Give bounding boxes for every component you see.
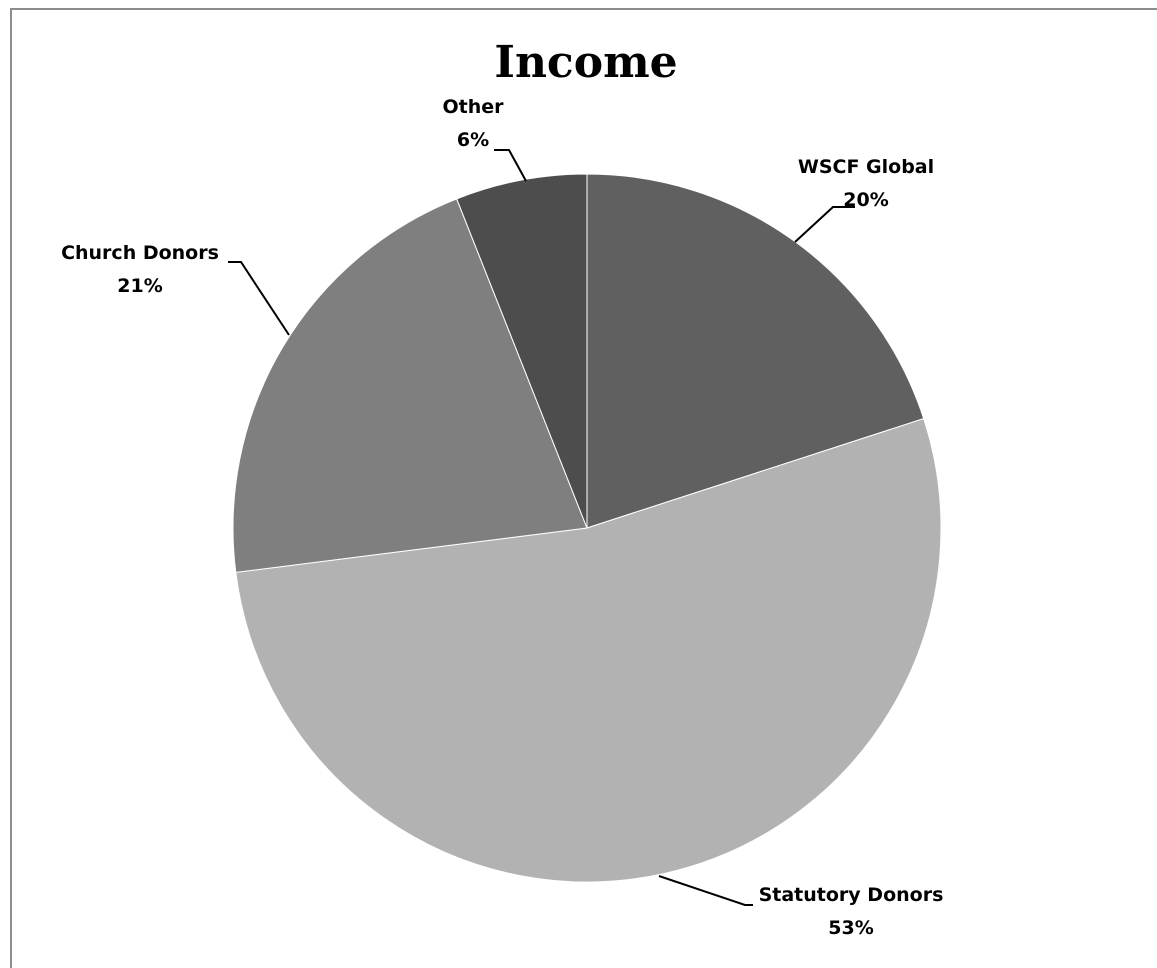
slice-percent-other: 6% [457, 129, 489, 151]
slice-label-statutory-donors: Statutory Donors [759, 884, 944, 906]
slice-label-church-donors: Church Donors [61, 242, 219, 264]
slice-labels: WSCF Global 20% Statutory Donors 53% Church … [61, 96, 943, 939]
slice-label-other: Other [442, 96, 504, 118]
pie-slice-other [456, 173, 588, 529]
leader-line-other [494, 149, 527, 182]
pie-slices [232, 173, 942, 883]
leader-line-wscf-global [794, 206, 855, 243]
leader-lines [228, 149, 855, 906]
slice-percent-statutory-donors: 53% [828, 917, 873, 939]
chart-title: Income [494, 37, 677, 88]
leader-line-statutory-donors [658, 875, 753, 906]
chart-frame [10, 8, 1157, 968]
pie-slice-statutory-donors [235, 417, 942, 883]
slice-percent-church-donors: 21% [117, 275, 162, 297]
pie-slice-church-donors [232, 198, 588, 573]
slice-percent-wscf-global: 20% [843, 189, 888, 211]
slice-label-wscf-global: WSCF Global [798, 156, 934, 178]
leader-line-church-donors [228, 261, 290, 336]
